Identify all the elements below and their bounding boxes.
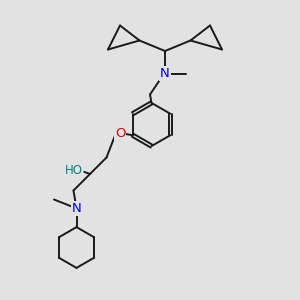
Text: O: O (115, 127, 125, 140)
Text: N: N (160, 67, 170, 80)
Text: N: N (72, 202, 81, 215)
Text: HO: HO (64, 164, 82, 178)
